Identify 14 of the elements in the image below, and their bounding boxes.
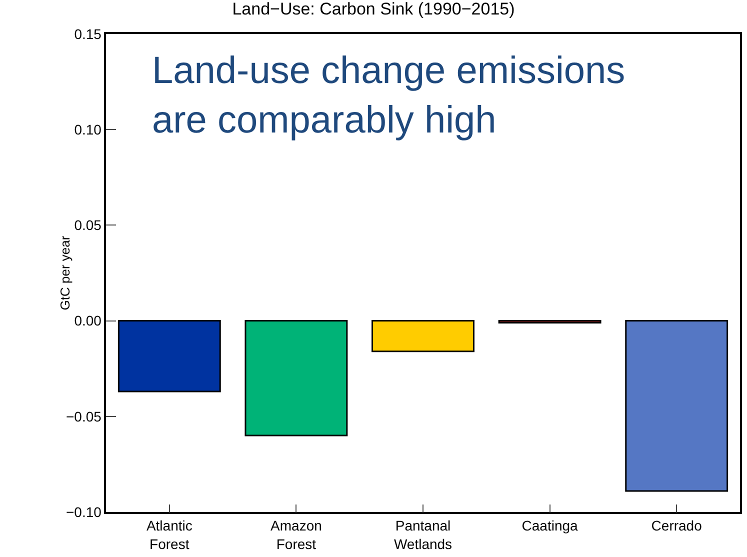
y-tick-label: 0.15 <box>74 26 102 42</box>
y-tick-label: 0.10 <box>74 122 102 138</box>
x-tick-label: Amazon Forest <box>270 518 322 552</box>
y-tick-label: −0.05 <box>66 408 102 424</box>
y-axis-title: GtC per year <box>58 235 72 310</box>
y-tick-label: 0.05 <box>74 217 102 234</box>
y-tick-label: 0.00 <box>74 312 102 329</box>
x-tick-label: Cerrado <box>651 518 702 534</box>
y-tick-label: −0.10 <box>66 504 102 520</box>
chart-title: Land−Use: Carbon Sink (1990−2015) <box>232 0 515 19</box>
x-tick-label: Pantanal Wetlands <box>394 518 452 552</box>
annotation: Land-use change emissions are comparably high <box>152 50 626 142</box>
x-tick-label: Atlantic Forest <box>146 518 192 552</box>
x-tick-label: Caatinga <box>522 518 578 534</box>
